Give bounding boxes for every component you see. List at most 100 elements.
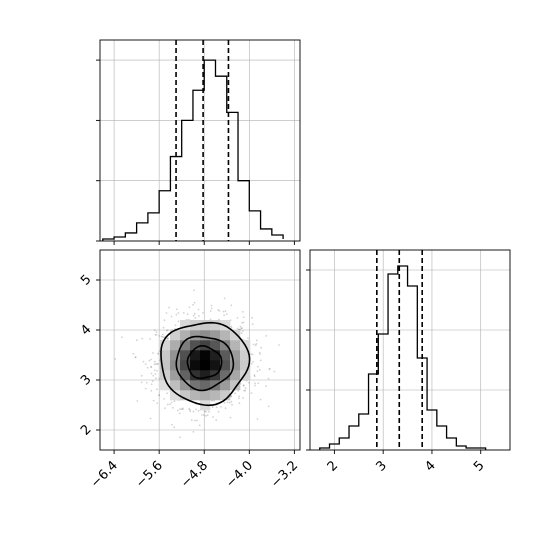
density-cell	[220, 390, 231, 401]
scatter-point	[256, 418, 259, 420]
scatter-point	[256, 339, 258, 342]
right-frame	[309, 249, 511, 451]
top-bin-4	[148, 213, 159, 241]
scatter-point	[193, 289, 195, 292]
scatter-point	[192, 314, 195, 317]
scatter-point	[152, 399, 155, 402]
top-bin-15	[272, 235, 283, 241]
scatter-point	[215, 419, 218, 422]
scatter-point	[168, 306, 171, 309]
scatter-point	[209, 318, 212, 321]
right-xtick-label-1: 3	[374, 458, 390, 474]
scatter-point	[152, 374, 155, 377]
scatter-point	[140, 381, 143, 384]
scatter-point	[255, 343, 258, 345]
scatter-point	[144, 387, 147, 390]
scatter-point	[242, 384, 245, 387]
right-xtick-label-0: 2	[325, 458, 341, 474]
top-bin-1	[114, 237, 125, 241]
scatter-point	[149, 338, 151, 340]
scatter-point	[218, 318, 220, 321]
density-cell	[190, 390, 201, 401]
scatter-point	[156, 363, 159, 366]
density-cell	[160, 370, 171, 381]
scatter-point	[204, 410, 206, 412]
scatter-point	[265, 385, 267, 387]
top-bin-3	[137, 223, 148, 241]
density-cell	[190, 330, 201, 341]
density-cell	[230, 380, 241, 391]
scatter-point	[192, 303, 194, 306]
right-xtick-label-3: 5	[471, 458, 487, 474]
scatter-point	[253, 374, 256, 376]
scatter-point	[252, 361, 254, 363]
top-bin-13	[249, 211, 260, 241]
scatter-point	[259, 353, 261, 355]
scatter-point	[239, 328, 241, 331]
scatter-point	[153, 329, 156, 332]
contour-2	[186, 345, 223, 380]
joint-xtick-label-0: −6.4	[88, 458, 121, 491]
scatter-point	[180, 408, 183, 410]
scatter-point	[158, 335, 161, 337]
scatter-point	[182, 312, 185, 314]
scatter-point	[229, 416, 232, 419]
scatter-point	[237, 390, 240, 392]
density-cell	[170, 380, 181, 391]
scatter-point	[223, 401, 226, 404]
scatter-point	[256, 370, 259, 372]
density-cell	[160, 350, 171, 361]
scatter-point	[195, 408, 197, 411]
scatter-point	[150, 372, 153, 375]
scatter-point	[114, 358, 117, 360]
density-cell	[200, 340, 211, 351]
scatter-point	[230, 304, 233, 307]
joint-ytick-label-3: 5	[78, 272, 94, 288]
scatter-point	[230, 327, 233, 329]
joint-ytick-label-0: 2	[78, 422, 94, 438]
scatter-point	[171, 406, 174, 409]
scatter-point	[177, 312, 180, 314]
scatter-point	[197, 308, 200, 311]
scatter-point	[179, 408, 181, 410]
density-cell	[230, 350, 241, 361]
scatter-point	[154, 360, 156, 363]
scatter-point	[234, 392, 237, 395]
scatter-point	[166, 392, 169, 395]
joint-xtick-label-2: −4.8	[178, 458, 211, 491]
right-bin-6	[378, 334, 388, 450]
scatter-point	[238, 397, 240, 400]
scatter-point	[163, 398, 166, 400]
density-cell	[220, 370, 231, 381]
scatter-point	[162, 326, 165, 329]
scatter-point	[150, 383, 153, 386]
scatter-point	[278, 344, 280, 346]
scatter-point	[156, 370, 158, 372]
scatter-point	[178, 412, 181, 415]
scatter-point	[217, 410, 220, 413]
density-cell	[200, 390, 211, 401]
density-cell	[220, 340, 231, 351]
scatter-point	[243, 389, 246, 392]
density-cell	[190, 340, 201, 351]
right-bin-11	[427, 410, 437, 450]
density-cell	[190, 380, 201, 391]
scatter-point	[170, 315, 173, 318]
scatter-point	[218, 310, 221, 312]
scatter-point	[132, 352, 135, 355]
joint-ytick-label-1: 3	[78, 372, 94, 388]
scatter-point	[201, 414, 203, 416]
right-bin-13	[447, 438, 457, 450]
scatter-point	[247, 337, 249, 339]
density-cell	[230, 340, 241, 351]
scatter-point	[141, 337, 144, 340]
scatter-point	[230, 395, 232, 397]
scatter-point	[155, 333, 158, 336]
scatter-point	[241, 322, 244, 324]
scatter-point	[211, 406, 214, 409]
density-cell	[160, 340, 171, 351]
scatter-point	[238, 402, 241, 405]
scatter-point	[240, 327, 243, 329]
scatter-point	[154, 334, 157, 336]
scatter-point	[248, 381, 250, 384]
